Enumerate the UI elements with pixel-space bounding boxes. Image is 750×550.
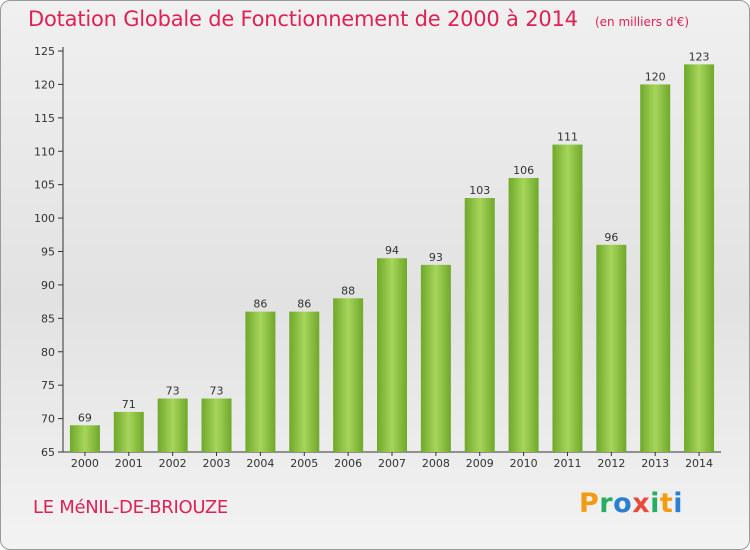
- y-tick-label: 115: [34, 112, 55, 125]
- x-tick-label: 2007: [378, 457, 406, 470]
- bar: [201, 398, 232, 452]
- data-label: 88: [341, 284, 355, 297]
- x-tick-label: 2003: [203, 457, 231, 470]
- bar: [69, 425, 100, 452]
- logo-letter: o: [613, 488, 633, 519]
- logo-letter: i: [650, 488, 660, 519]
- data-label: 120: [645, 70, 666, 83]
- x-tick-label: 2013: [641, 457, 669, 470]
- title-row: Dotation Globale de Fonctionnement de 20…: [28, 7, 689, 31]
- x-tick-label: 2005: [290, 457, 318, 470]
- y-tick-label: 80: [41, 346, 55, 359]
- data-label: 73: [210, 385, 224, 398]
- bar: [245, 311, 276, 452]
- x-tick-label: 2004: [246, 457, 274, 470]
- data-label: 86: [297, 298, 311, 311]
- bar: [508, 177, 539, 452]
- logo-letter: i: [673, 488, 684, 519]
- x-tick-label: 2001: [115, 457, 143, 470]
- bar: [684, 64, 715, 452]
- x-tick-label: 2000: [71, 457, 99, 470]
- chart-subtitle: (en milliers d'€): [594, 15, 690, 29]
- x-tick-label: 2011: [553, 457, 581, 470]
- proxiti-logo: Proxiti: [579, 488, 683, 519]
- data-label: 73: [166, 385, 180, 398]
- bar: [596, 244, 627, 452]
- data-label: 94: [385, 244, 399, 257]
- x-tick-label: 2008: [422, 457, 450, 470]
- data-label: 96: [604, 231, 618, 244]
- data-label: 71: [122, 398, 136, 411]
- bar: [640, 84, 671, 453]
- data-label: 93: [429, 251, 443, 264]
- y-tick-label: 90: [41, 279, 55, 292]
- y-tick-label: 95: [41, 246, 55, 259]
- data-label: 86: [253, 298, 267, 311]
- data-label: 111: [557, 131, 578, 144]
- x-tick-label: 2012: [597, 457, 625, 470]
- y-tick-label: 100: [34, 212, 55, 225]
- bar: [420, 264, 451, 452]
- chart-title: Dotation Globale de Fonctionnement de 20…: [28, 7, 578, 31]
- logo-letter: P: [579, 488, 600, 519]
- logo-letter: t: [659, 488, 674, 519]
- data-label: 69: [78, 411, 92, 424]
- location-label: LE MéNIL-DE-BRIOUZE: [33, 497, 228, 518]
- bar: [552, 144, 583, 453]
- data-label: 123: [689, 50, 710, 63]
- y-tick-label: 70: [41, 413, 55, 426]
- bar: [157, 398, 188, 452]
- bar: [464, 198, 495, 452]
- bar: [377, 258, 407, 452]
- data-label: 106: [513, 164, 534, 177]
- bar: [289, 311, 320, 452]
- x-tick-label: 2006: [334, 457, 362, 470]
- logo-letter: x: [632, 488, 651, 519]
- y-tick-label: 75: [41, 379, 55, 392]
- logo-letter: r: [599, 488, 614, 519]
- x-tick-label: 2009: [466, 457, 494, 470]
- y-tick-label: 120: [34, 78, 55, 91]
- data-label: 103: [469, 184, 490, 197]
- bar: [333, 298, 364, 452]
- y-tick-label: 105: [34, 179, 55, 192]
- y-tick-label: 65: [41, 446, 55, 459]
- x-tick-label: 2002: [159, 457, 187, 470]
- x-tick-label: 2010: [510, 457, 538, 470]
- y-tick-label: 85: [41, 312, 55, 325]
- y-tick-label: 125: [34, 45, 55, 58]
- x-tick-label: 2014: [685, 457, 713, 470]
- y-tick-label: 110: [34, 145, 55, 158]
- bar: [113, 411, 144, 452]
